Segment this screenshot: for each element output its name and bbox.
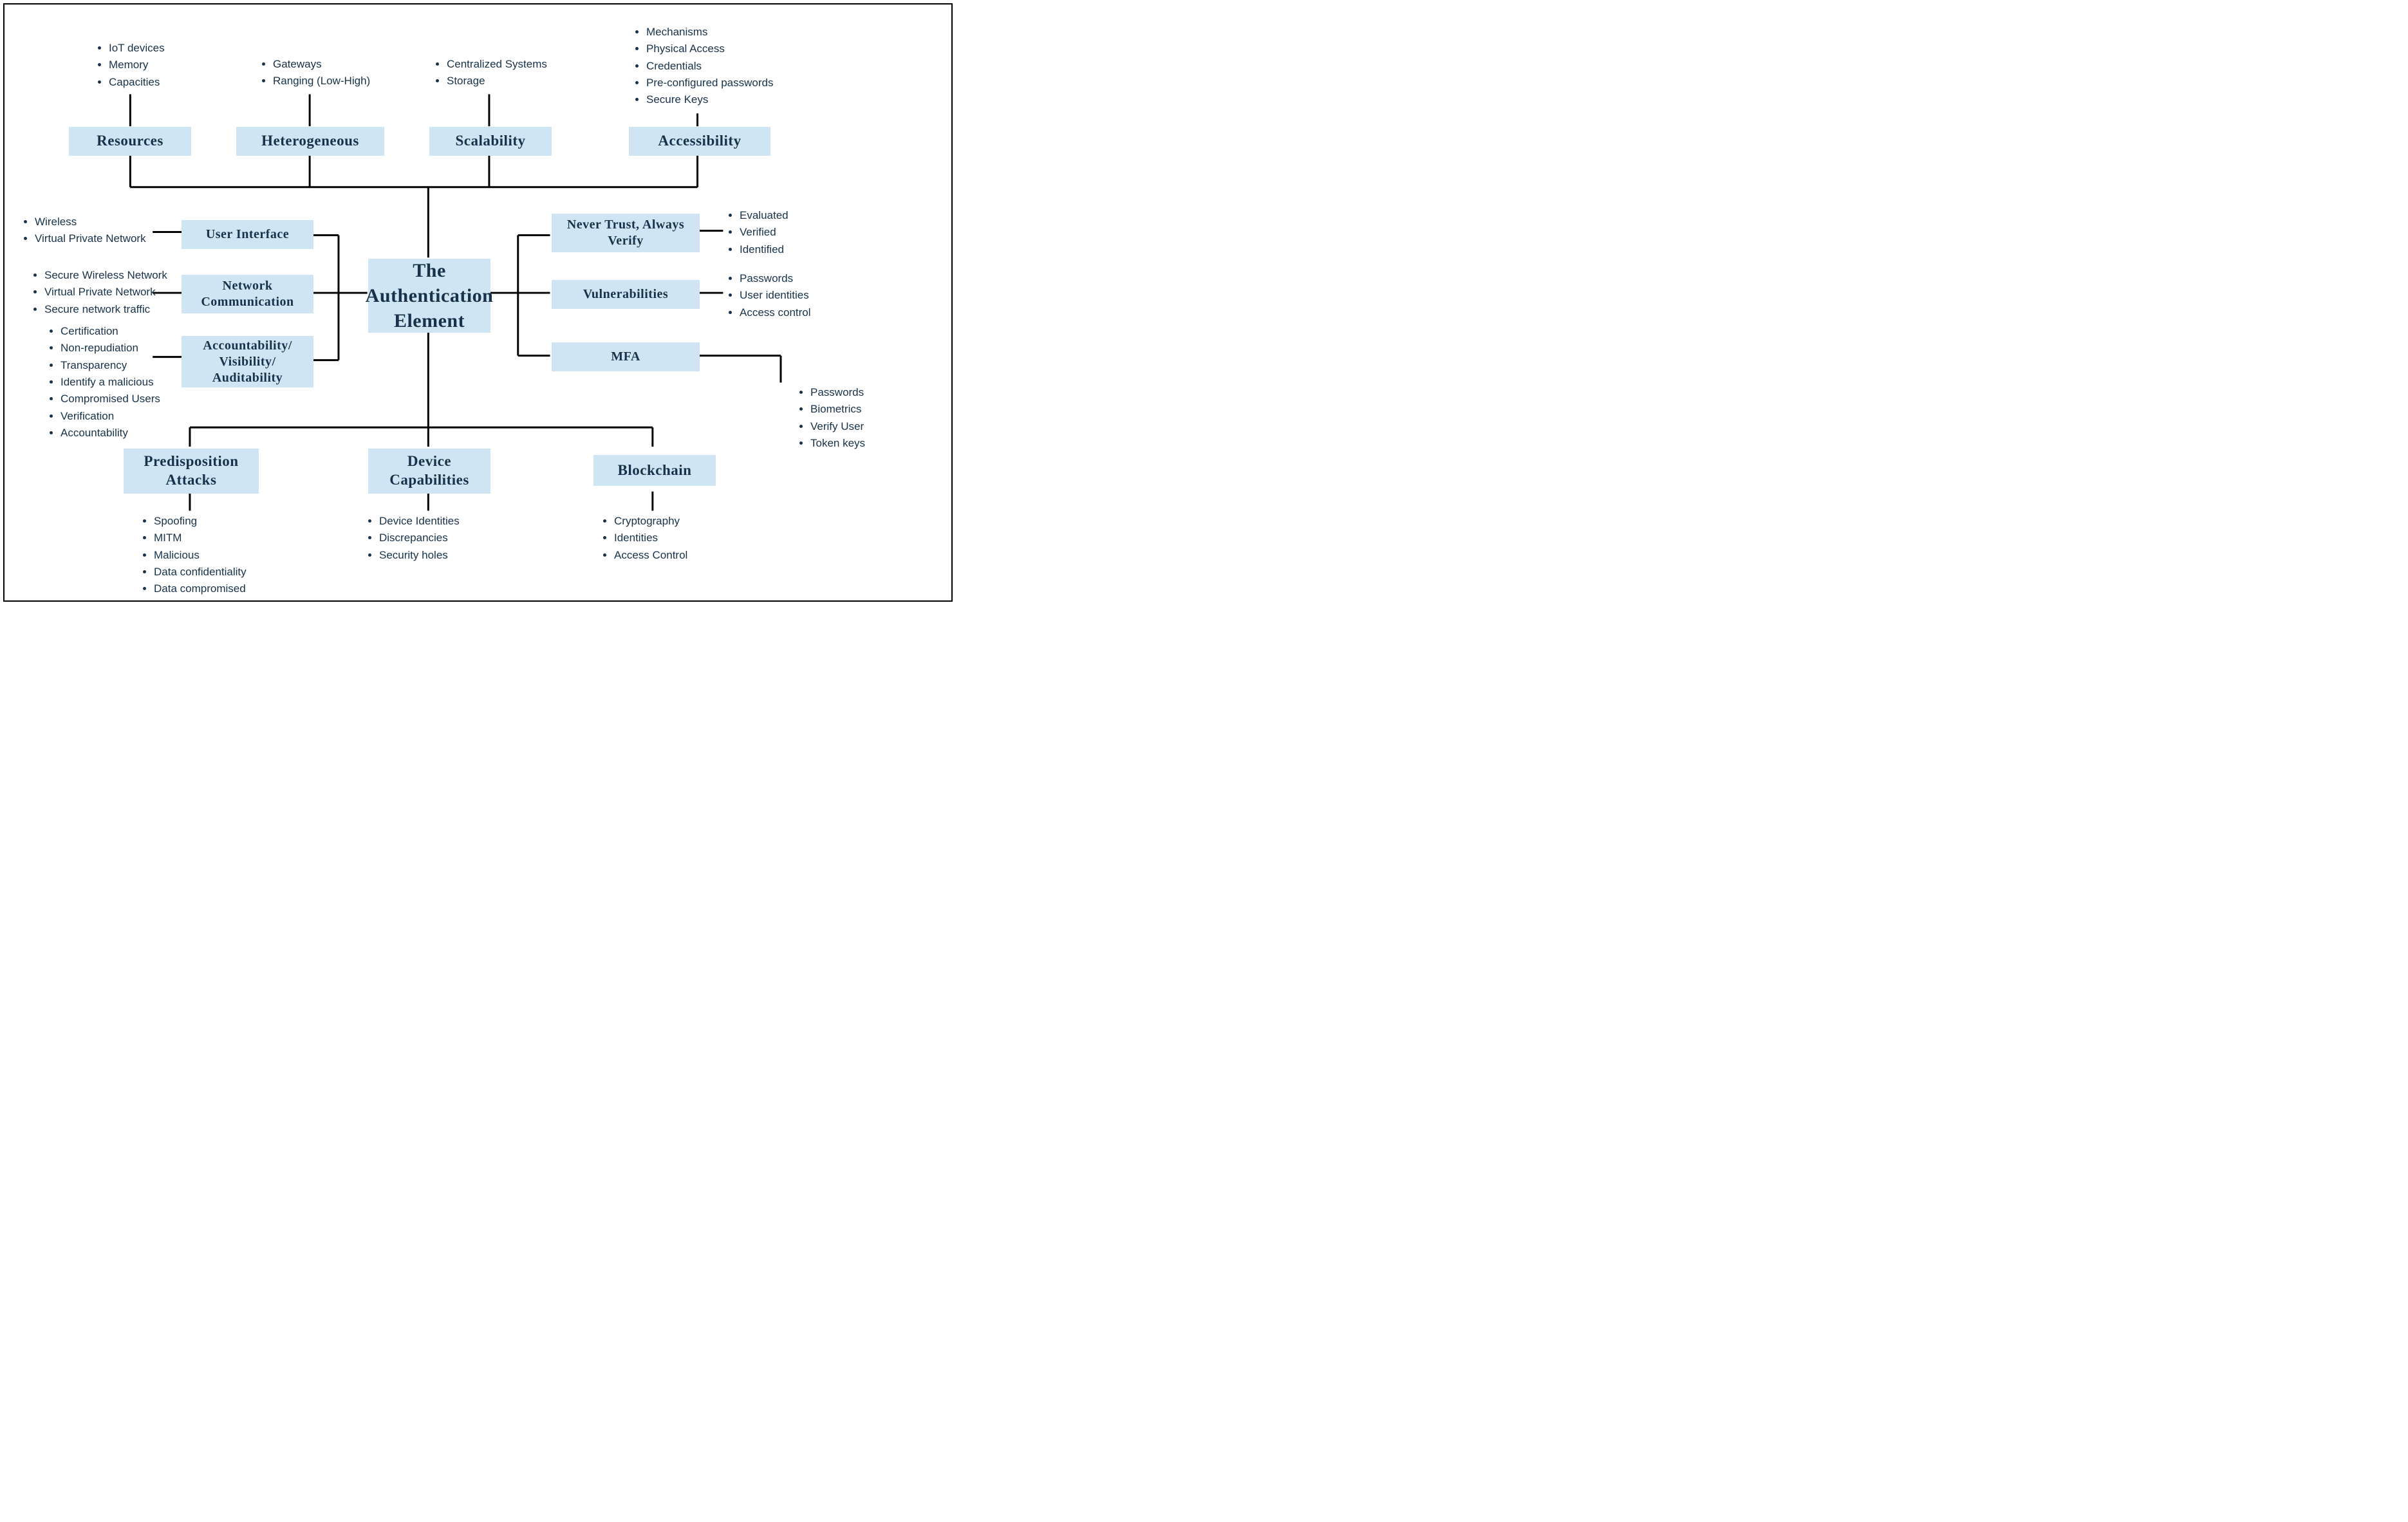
blockchain-bullets: Cryptography Identities Access Control <box>600 513 761 564</box>
ui-node: User Interface <box>182 220 313 249</box>
list-item: Virtual Private Network <box>35 230 162 247</box>
list-item: Spoofing <box>154 513 301 530</box>
list-item: Verification <box>61 408 188 425</box>
list-item: Storage <box>447 73 587 89</box>
list-item: Credentials <box>646 58 812 75</box>
list-item: Biometrics <box>810 401 925 418</box>
list-item: Pre-configured passwords <box>646 75 812 91</box>
node-label: MFA <box>611 349 640 365</box>
account-bullets: Certification Non-repudiation Transparen… <box>46 323 188 441</box>
ui-bullets: Wireless Virtual Private Network <box>21 214 162 248</box>
node-label: Resources <box>97 132 163 151</box>
diagram-frame: The Authentication Element IoT devices M… <box>3 3 953 602</box>
list-item: User identities <box>740 287 854 304</box>
node-label: Never Trust, Always Verify <box>555 217 696 249</box>
center-node: The Authentication Element <box>368 259 490 333</box>
list-item: Data confidentiality <box>154 564 301 580</box>
list-item: Secure Wireless Network <box>44 267 182 284</box>
heterogeneous-node: Heterogeneous <box>236 127 384 156</box>
list-item: Secure Keys <box>646 91 812 108</box>
node-label: Heterogeneous <box>261 132 359 151</box>
account-node: Accountability/ Visibility/ Auditability <box>182 336 313 387</box>
mfa-bullets: Passwords Biometrics Verify User Token k… <box>796 384 925 452</box>
scalability-bullets: Centralized Systems Storage <box>433 56 587 90</box>
list-item: Accountability <box>61 425 188 441</box>
accessibility-bullets: Mechanisms Physical Access Credentials P… <box>632 24 812 109</box>
list-item: Mechanisms <box>646 24 812 41</box>
list-item: Capacities <box>109 74 236 91</box>
node-label: Scalability <box>455 132 525 151</box>
list-item: Centralized Systems <box>447 56 587 73</box>
list-item: Identify a malicious <box>61 374 188 391</box>
node-label: Accessibility <box>658 132 741 151</box>
list-item: Passwords <box>740 270 854 287</box>
node-label: User Interface <box>206 227 289 243</box>
list-item: Cryptography <box>614 513 761 530</box>
list-item: Memory <box>109 57 236 73</box>
list-item: Compromised Users <box>61 391 188 407</box>
zerotrust-bullets: Evaluated Verified Identified <box>725 207 854 258</box>
vuln-bullets: Passwords User identities Access control <box>725 270 854 321</box>
list-item: Wireless <box>35 214 162 230</box>
list-item: IoT devices <box>109 40 236 57</box>
heterogeneous-bullets: Gateways Ranging (Low-High) <box>259 56 413 90</box>
list-item: MITM <box>154 530 301 546</box>
predis-node: Predisposition Attacks <box>124 449 259 494</box>
device-node: Device Capabilities <box>368 449 490 494</box>
node-label: Vulnerabilities <box>583 286 668 302</box>
network-bullets: Secure Wireless Network Virtual Private … <box>30 267 182 318</box>
list-item: Passwords <box>810 384 925 401</box>
list-item: Ranging (Low-High) <box>273 73 413 89</box>
blockchain-node: Blockchain <box>593 455 716 486</box>
device-bullets: Device Identities Discrepancies Security… <box>365 513 526 564</box>
accessibility-node: Accessibility <box>629 127 770 156</box>
list-item: Virtual Private Network <box>44 284 182 301</box>
list-item: Access Control <box>614 547 761 564</box>
list-item: Non-repudiation <box>61 340 188 357</box>
vuln-node: Vulnerabilities <box>552 280 700 309</box>
list-item: Secure network traffic <box>44 301 182 318</box>
list-item: Certification <box>61 323 188 340</box>
list-item: Malicious <box>154 547 301 564</box>
network-node: Network Communication <box>182 275 313 313</box>
zerotrust-node: Never Trust, Always Verify <box>552 214 700 252</box>
resources-node: Resources <box>69 127 191 156</box>
center-label: The Authentication Element <box>366 258 494 333</box>
list-item: Identities <box>614 530 761 546</box>
predis-bullets: Spoofing MITM Malicious Data confidentia… <box>140 513 301 598</box>
list-item: Physical Access <box>646 41 812 57</box>
list-item: Identified <box>740 241 854 258</box>
list-item: Verify User <box>810 418 925 435</box>
node-label: Accountability/ Visibility/ Auditability <box>185 338 310 386</box>
list-item: Discrepancies <box>379 530 526 546</box>
list-item: Transparency <box>61 357 188 374</box>
list-item: Evaluated <box>740 207 854 224</box>
node-label: Predisposition Attacks <box>127 452 255 490</box>
node-label: Network Communication <box>185 278 310 310</box>
mfa-node: MFA <box>552 342 700 371</box>
node-label: Blockchain <box>618 461 692 480</box>
list-item: Device Identities <box>379 513 526 530</box>
resources-bullets: IoT devices Memory Capacities <box>95 40 236 91</box>
scalability-node: Scalability <box>429 127 552 156</box>
list-item: Token keys <box>810 435 925 452</box>
list-item: Security holes <box>379 547 526 564</box>
list-item: Verified <box>740 224 854 241</box>
list-item: Data compromised <box>154 580 301 597</box>
node-label: Device Capabilities <box>372 452 487 490</box>
list-item: Gateways <box>273 56 413 73</box>
list-item: Access control <box>740 304 854 321</box>
